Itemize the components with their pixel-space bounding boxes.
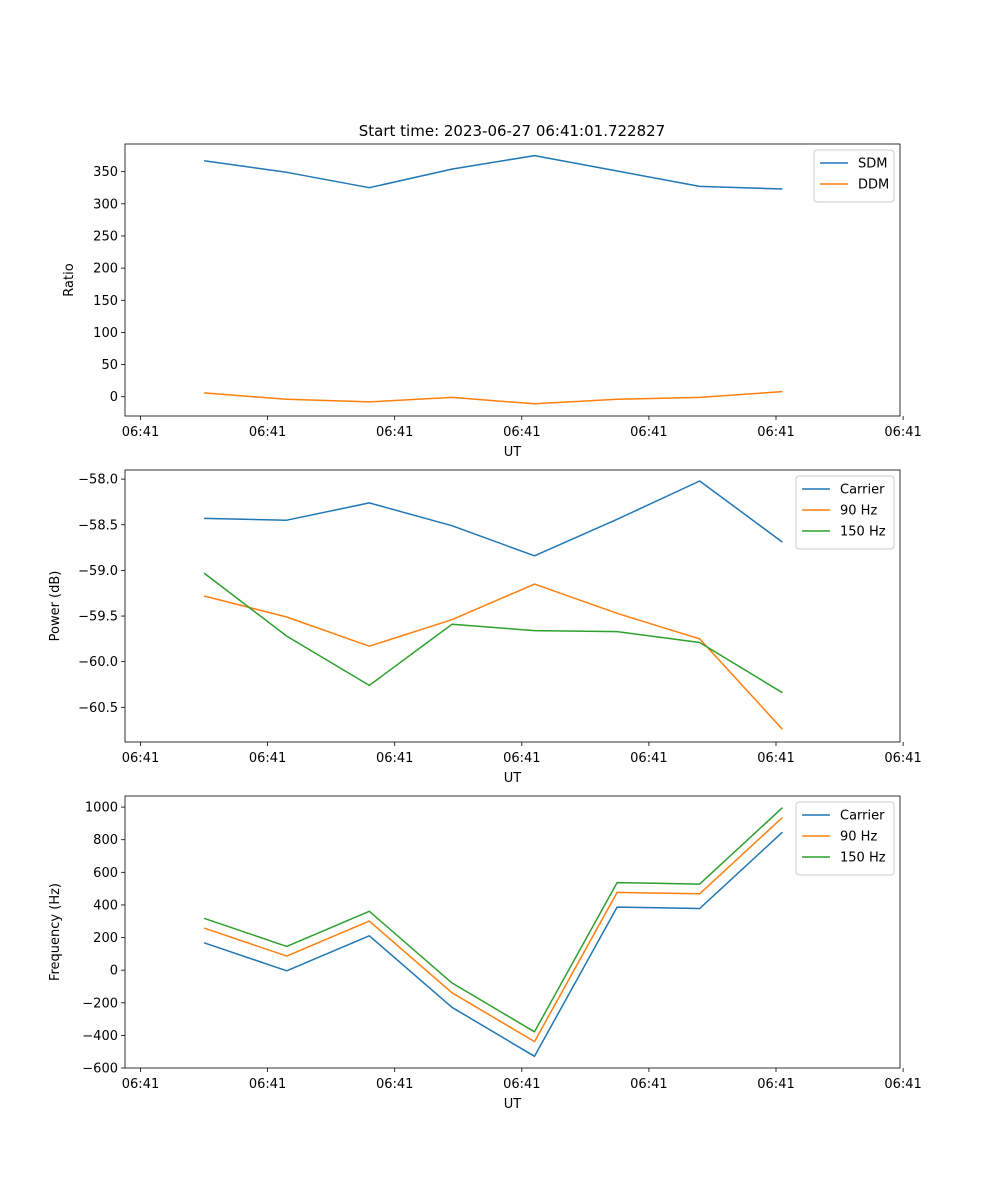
series-line-90-hz bbox=[203, 583, 783, 730]
axes-frame bbox=[124, 795, 901, 1069]
y-tick-label: 200 bbox=[93, 931, 118, 946]
legend: SDM DDM bbox=[813, 149, 895, 203]
y-tick-label: −60.0 bbox=[78, 655, 118, 670]
legend-label: Carrier bbox=[840, 483, 885, 498]
y-tick-label: −60.5 bbox=[78, 701, 118, 716]
legend-label: SDM bbox=[858, 157, 887, 172]
y-tick-label: 600 bbox=[93, 866, 118, 881]
y-tick-label: −59.5 bbox=[78, 610, 118, 625]
legend-label: 150 Hz bbox=[840, 525, 886, 540]
axes-frame bbox=[124, 469, 901, 743]
y-tick-label: 200 bbox=[93, 262, 118, 277]
x-tick-label: 06:41 bbox=[630, 751, 667, 766]
x-tick-label: 06:41 bbox=[630, 1077, 667, 1092]
y-axis-label: Frequency (Hz) bbox=[48, 883, 63, 981]
x-tick-label: 06:41 bbox=[884, 425, 921, 440]
y-tick-label: 50 bbox=[101, 358, 118, 373]
legend-label: Carrier bbox=[840, 809, 885, 824]
y-tick-label: 800 bbox=[93, 833, 118, 848]
legend: Carrier 90 Hz 150 Hz bbox=[795, 801, 895, 876]
series-line-150-hz bbox=[203, 572, 783, 694]
y-tick-label: 100 bbox=[93, 326, 118, 341]
x-tick-label: 06:41 bbox=[630, 425, 667, 440]
legend-label: DDM bbox=[858, 178, 889, 193]
x-tick-label: 06:41 bbox=[122, 425, 159, 440]
frequency-panel: −600 −400 −200 0 200 400 600 800 1000 06:41 06:41 0… bbox=[48, 795, 922, 1112]
y-tick-label: −59.0 bbox=[78, 564, 118, 579]
x-tick-label: 06:41 bbox=[757, 751, 794, 766]
y-tick-label: 350 bbox=[93, 165, 118, 180]
x-tick-label: 06:41 bbox=[122, 1077, 159, 1092]
series-line-carrier bbox=[203, 831, 783, 1058]
y-tick-label: −58.0 bbox=[78, 473, 118, 488]
x-tick-label: 06:41 bbox=[503, 1077, 540, 1092]
y-tick-label: 0 bbox=[110, 964, 118, 979]
series-line-sdm bbox=[203, 154, 783, 190]
legend-label: 150 Hz bbox=[840, 851, 886, 866]
y-tick-label: 400 bbox=[93, 898, 118, 913]
y-tick-label: 0 bbox=[110, 390, 118, 405]
series-line-carrier bbox=[204, 480, 783, 557]
legend: Carrier 90 Hz 150 Hz bbox=[795, 475, 895, 550]
x-tick-label: 06:41 bbox=[376, 751, 413, 766]
axes-frame bbox=[124, 143, 901, 417]
legend-label: 90 Hz bbox=[840, 830, 877, 845]
y-tick-label: 300 bbox=[93, 197, 118, 212]
y-axis-label: Ratio bbox=[62, 263, 77, 296]
x-tick-label: 06:41 bbox=[376, 425, 413, 440]
y-tick-label: 150 bbox=[93, 294, 118, 309]
series-line-150-hz bbox=[203, 807, 783, 1033]
power-panel: −60.5 −60.0 −59.5 −59.0 −58.5 −58.0 06:41 06:41… bbox=[48, 469, 922, 786]
x-axis-label: UT bbox=[504, 771, 522, 786]
ratio-panel: 0 50 100 150 200 250 300 350 06:41 06:41 06:41 06:4… bbox=[62, 143, 922, 460]
y-tick-label: 250 bbox=[93, 229, 118, 244]
x-axis-label: UT bbox=[504, 445, 522, 460]
y-tick-label: −58.5 bbox=[78, 518, 118, 533]
y-tick-label: −400 bbox=[82, 1029, 118, 1044]
x-tick-label: 06:41 bbox=[884, 1077, 921, 1092]
y-tick-label: −200 bbox=[82, 996, 118, 1011]
x-tick-label: 06:41 bbox=[376, 1077, 413, 1092]
x-tick-label: 06:41 bbox=[249, 425, 286, 440]
series-line-90-hz bbox=[203, 816, 783, 1043]
x-tick-label: 06:41 bbox=[503, 425, 540, 440]
legend-label: 90 Hz bbox=[840, 504, 877, 519]
x-tick-label: 06:41 bbox=[757, 425, 794, 440]
x-tick-label: 06:41 bbox=[884, 751, 921, 766]
y-axis-label: Power (dB) bbox=[48, 571, 63, 642]
x-tick-label: 06:41 bbox=[249, 751, 286, 766]
y-tick-label: 1000 bbox=[85, 801, 118, 816]
x-tick-label: 06:41 bbox=[503, 751, 540, 766]
series-line-ddm bbox=[204, 390, 783, 405]
y-tick-label: −600 bbox=[82, 1062, 118, 1077]
x-axis-label: UT bbox=[504, 1097, 522, 1112]
x-tick-label: 06:41 bbox=[757, 1077, 794, 1092]
x-tick-label: 06:41 bbox=[249, 1077, 286, 1092]
figure-title: Start time: 2023-06-27 06:41:01.722827 bbox=[359, 122, 665, 140]
x-tick-label: 06:41 bbox=[122, 751, 159, 766]
